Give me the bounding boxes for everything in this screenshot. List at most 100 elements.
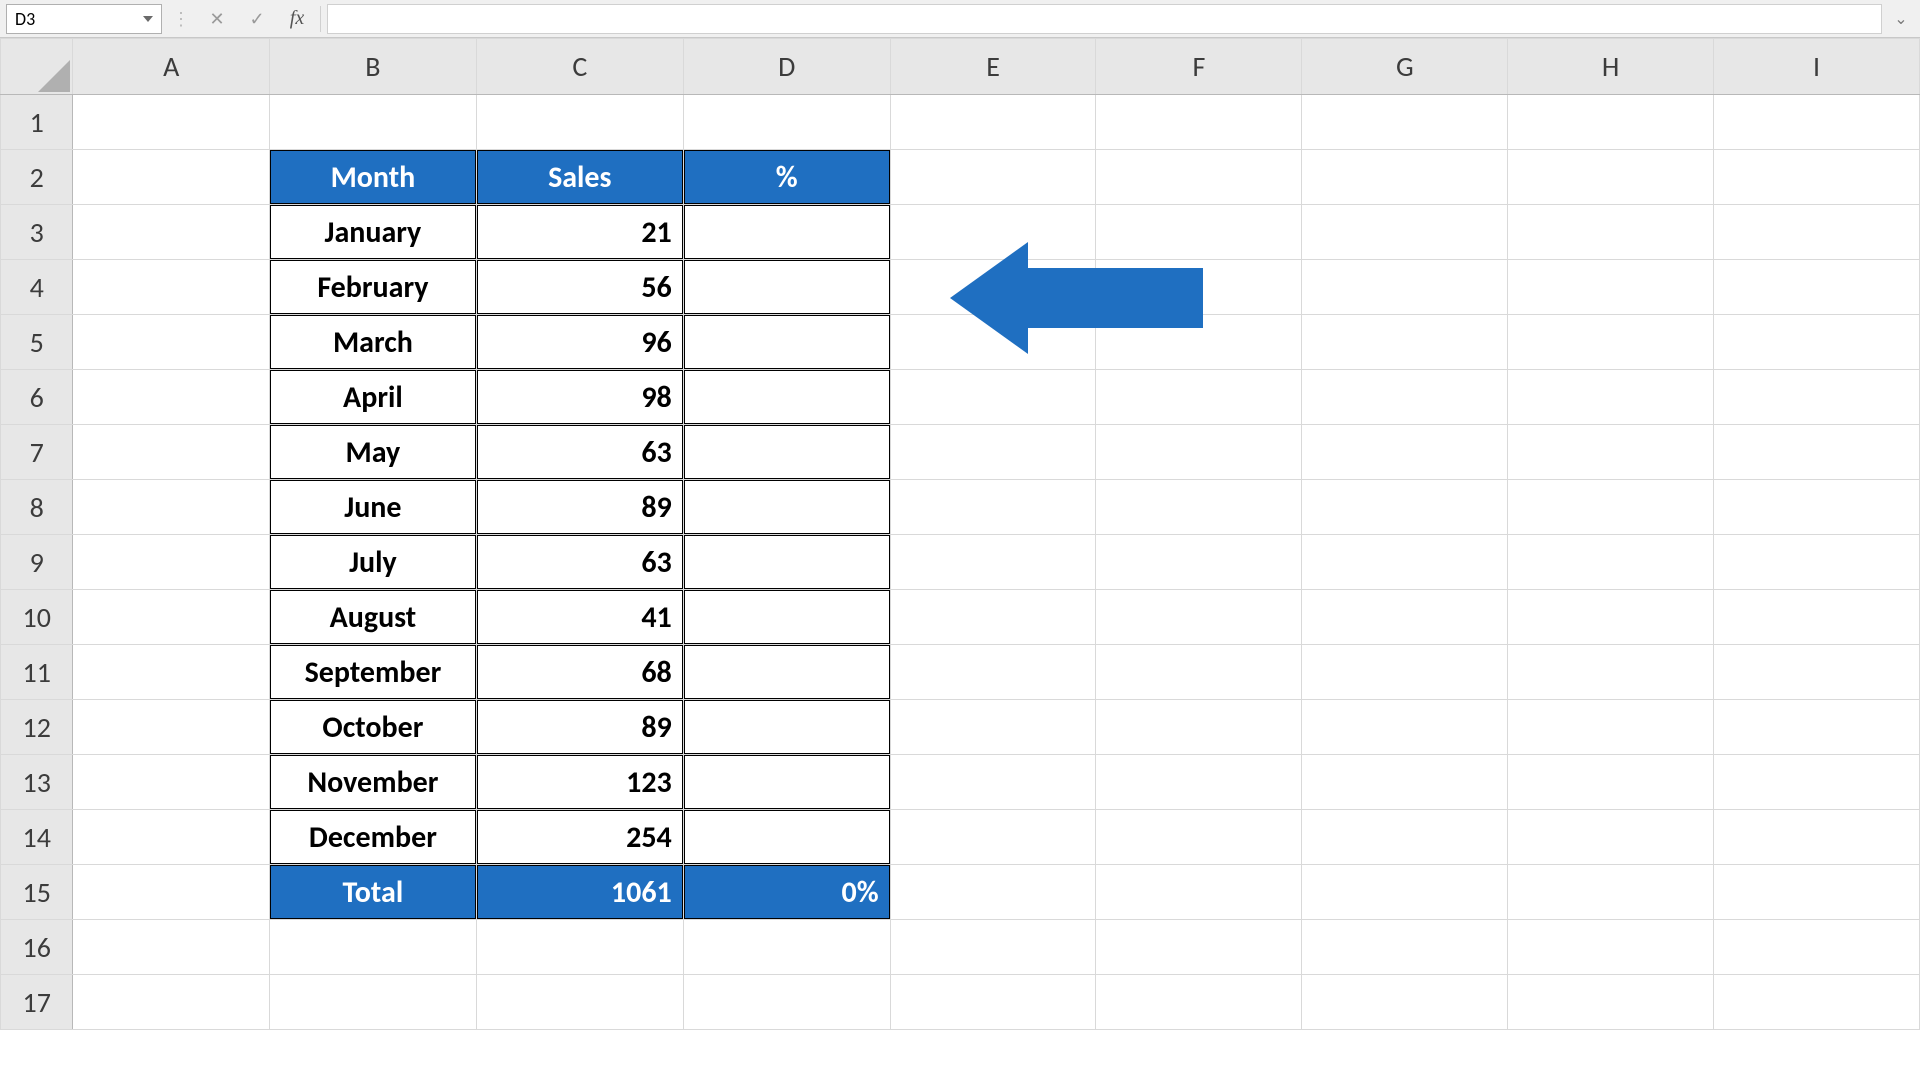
cell[interactable] bbox=[1302, 645, 1508, 700]
cell[interactable] bbox=[1096, 865, 1302, 920]
col-header[interactable]: E bbox=[890, 39, 1096, 95]
row-header[interactable]: 13 bbox=[1, 755, 73, 810]
cell[interactable] bbox=[1302, 315, 1508, 370]
row-header[interactable]: 2 bbox=[1, 150, 73, 205]
cell[interactable]: 63 bbox=[476, 535, 683, 590]
col-header[interactable]: C bbox=[476, 39, 683, 95]
cell[interactable]: November bbox=[269, 755, 476, 810]
cell[interactable]: May bbox=[269, 425, 476, 480]
cell[interactable] bbox=[73, 150, 270, 205]
cell[interactable] bbox=[1096, 95, 1302, 150]
cancel-formula-button[interactable]: ✕ bbox=[200, 4, 234, 34]
cell[interactable] bbox=[1096, 975, 1302, 1030]
row-header[interactable]: 5 bbox=[1, 315, 73, 370]
cell[interactable] bbox=[1714, 865, 1920, 920]
cell[interactable] bbox=[1714, 590, 1920, 645]
cell[interactable]: 89 bbox=[476, 700, 683, 755]
cell[interactable] bbox=[73, 645, 270, 700]
cell[interactable] bbox=[1714, 645, 1920, 700]
cell[interactable] bbox=[1302, 205, 1508, 260]
row-header[interactable]: 7 bbox=[1, 425, 73, 480]
grid[interactable]: A B C D E F G H I 1 2 Month Sales bbox=[0, 38, 1920, 1030]
cell[interactable] bbox=[683, 425, 890, 480]
cell[interactable] bbox=[1302, 370, 1508, 425]
cell[interactable] bbox=[1714, 150, 1920, 205]
cell[interactable] bbox=[683, 95, 890, 150]
cell[interactable] bbox=[890, 535, 1096, 590]
cell[interactable] bbox=[1714, 260, 1920, 315]
cell[interactable] bbox=[476, 975, 683, 1030]
col-header[interactable]: A bbox=[73, 39, 270, 95]
cell[interactable] bbox=[73, 755, 270, 810]
cell[interactable]: October bbox=[269, 700, 476, 755]
cell[interactable] bbox=[890, 370, 1096, 425]
cell[interactable] bbox=[890, 205, 1096, 260]
cell[interactable] bbox=[683, 370, 890, 425]
cell[interactable] bbox=[1508, 700, 1714, 755]
col-header[interactable]: G bbox=[1302, 39, 1508, 95]
cell[interactable]: Sales bbox=[476, 150, 683, 205]
cell[interactable]: 63 bbox=[476, 425, 683, 480]
cell[interactable] bbox=[890, 810, 1096, 865]
cell[interactable] bbox=[890, 975, 1096, 1030]
cell[interactable] bbox=[1714, 700, 1920, 755]
cell[interactable] bbox=[1714, 95, 1920, 150]
row-header[interactable]: 3 bbox=[1, 205, 73, 260]
cell[interactable]: April bbox=[269, 370, 476, 425]
cell[interactable] bbox=[1302, 590, 1508, 645]
cell[interactable] bbox=[1096, 480, 1302, 535]
cell[interactable] bbox=[73, 425, 270, 480]
cell[interactable] bbox=[683, 260, 890, 315]
cell[interactable] bbox=[1508, 535, 1714, 590]
row-header[interactable]: 9 bbox=[1, 535, 73, 590]
cell[interactable]: 0% bbox=[683, 865, 890, 920]
cell[interactable] bbox=[1714, 205, 1920, 260]
cell[interactable] bbox=[1302, 865, 1508, 920]
cell[interactable] bbox=[73, 975, 270, 1030]
cell[interactable] bbox=[1302, 975, 1508, 1030]
expand-formula-bar-button[interactable]: ⌄ bbox=[1888, 4, 1914, 34]
cell[interactable] bbox=[683, 920, 890, 975]
cell[interactable] bbox=[1096, 590, 1302, 645]
cell[interactable] bbox=[1302, 755, 1508, 810]
cell[interactable] bbox=[73, 95, 270, 150]
row-header[interactable]: 4 bbox=[1, 260, 73, 315]
cell[interactable] bbox=[1714, 535, 1920, 590]
cell[interactable] bbox=[1096, 315, 1302, 370]
row-header[interactable]: 14 bbox=[1, 810, 73, 865]
cell[interactable] bbox=[1096, 535, 1302, 590]
cell[interactable]: December bbox=[269, 810, 476, 865]
row-header[interactable]: 11 bbox=[1, 645, 73, 700]
cell[interactable] bbox=[1302, 920, 1508, 975]
cell[interactable] bbox=[269, 975, 476, 1030]
cell[interactable]: 89 bbox=[476, 480, 683, 535]
cell[interactable] bbox=[1508, 315, 1714, 370]
cell[interactable] bbox=[683, 645, 890, 700]
cell[interactable] bbox=[269, 920, 476, 975]
cell[interactable] bbox=[73, 480, 270, 535]
row-header[interactable]: 17 bbox=[1, 975, 73, 1030]
cell[interactable] bbox=[1508, 95, 1714, 150]
row-header[interactable]: 8 bbox=[1, 480, 73, 535]
cell[interactable] bbox=[683, 700, 890, 755]
cell[interactable] bbox=[1096, 700, 1302, 755]
cell[interactable] bbox=[890, 425, 1096, 480]
cell[interactable] bbox=[1508, 810, 1714, 865]
cell[interactable] bbox=[1096, 260, 1302, 315]
cell[interactable]: March bbox=[269, 315, 476, 370]
cell[interactable] bbox=[890, 260, 1096, 315]
cell[interactable] bbox=[73, 260, 270, 315]
cell[interactable] bbox=[1508, 645, 1714, 700]
cell[interactable] bbox=[1302, 95, 1508, 150]
cell[interactable] bbox=[1302, 535, 1508, 590]
cell[interactable] bbox=[683, 205, 890, 260]
cell[interactable] bbox=[1096, 150, 1302, 205]
cell[interactable] bbox=[73, 535, 270, 590]
name-box[interactable]: D3 bbox=[6, 4, 162, 34]
cell[interactable]: 98 bbox=[476, 370, 683, 425]
cell[interactable] bbox=[1714, 755, 1920, 810]
cell[interactable] bbox=[73, 865, 270, 920]
cell[interactable] bbox=[1508, 480, 1714, 535]
cell[interactable] bbox=[1508, 425, 1714, 480]
cell[interactable] bbox=[1508, 205, 1714, 260]
